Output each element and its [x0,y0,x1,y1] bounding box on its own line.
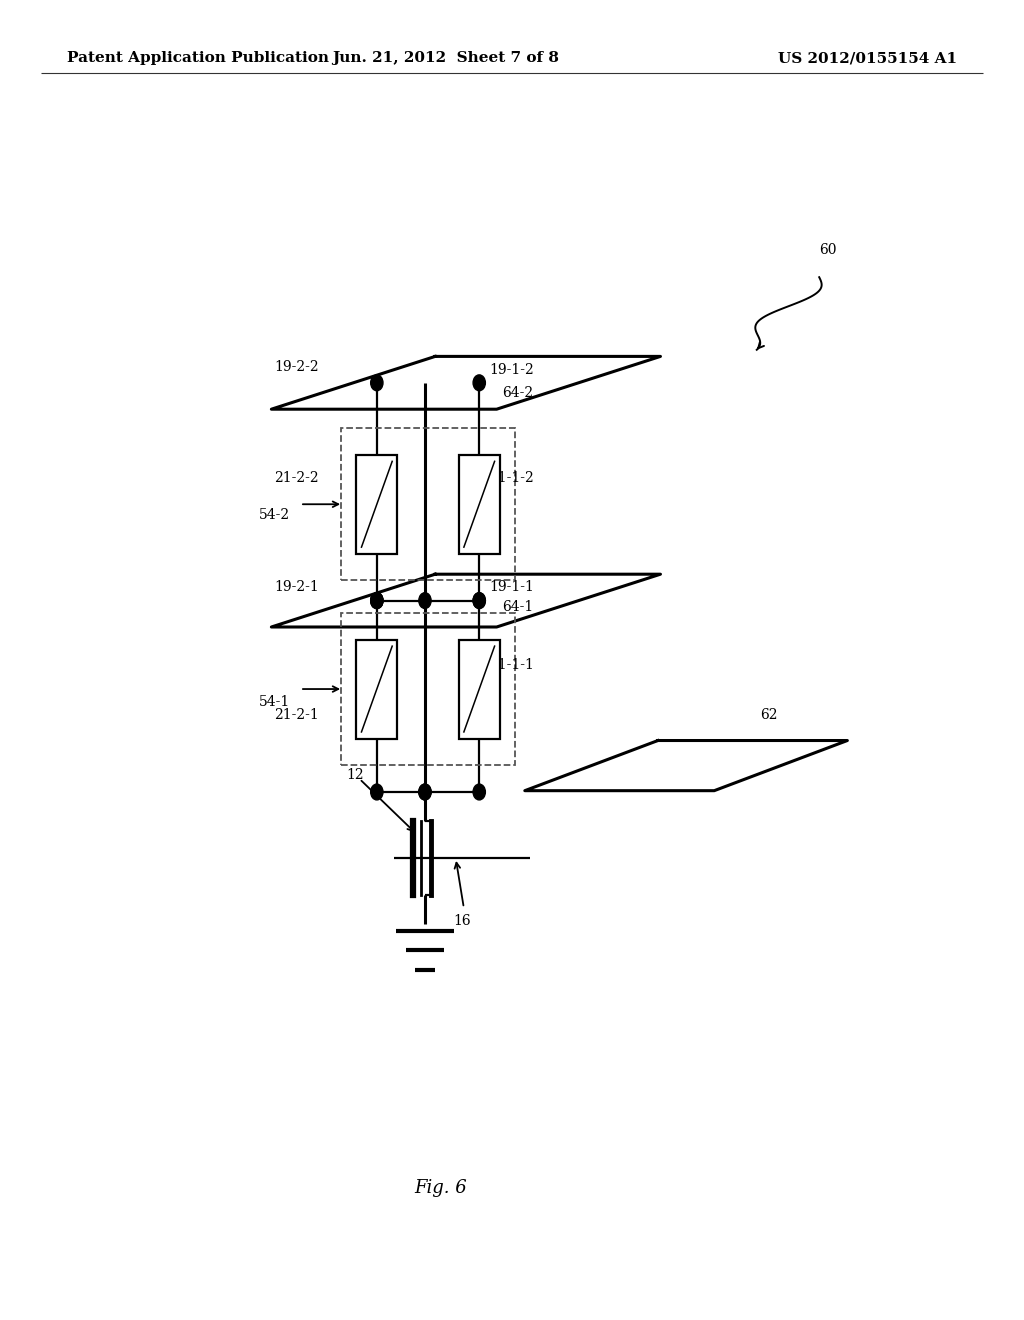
Circle shape [419,784,431,800]
Text: 54-1: 54-1 [259,696,291,709]
Text: 21-1-1: 21-1-1 [489,659,535,672]
Circle shape [371,375,383,391]
Text: 64-1: 64-1 [502,601,534,614]
Text: 60: 60 [819,243,837,257]
Circle shape [473,593,485,609]
Bar [341,428,515,581]
Circle shape [473,784,485,800]
Circle shape [371,593,383,609]
Text: Jun. 21, 2012  Sheet 7 of 8: Jun. 21, 2012 Sheet 7 of 8 [332,51,559,65]
Bar [459,639,500,739]
Text: 21-2-1: 21-2-1 [274,709,319,722]
Circle shape [419,593,431,609]
Text: Fig. 6: Fig. 6 [414,1179,467,1197]
Text: 54-2: 54-2 [259,508,290,521]
Text: 19-2-1: 19-2-1 [274,581,319,594]
Text: 19-1-1: 19-1-1 [489,581,535,594]
Text: 21-2-2: 21-2-2 [274,471,319,484]
Text: 62: 62 [760,709,778,722]
Text: US 2012/0155154 A1: US 2012/0155154 A1 [778,51,957,65]
Polygon shape [524,741,848,791]
Bar [459,454,500,554]
Bar [356,454,397,554]
Circle shape [473,593,485,609]
Text: 21-1-2: 21-1-2 [489,471,535,484]
Text: 12: 12 [346,768,364,781]
Circle shape [419,784,431,800]
Circle shape [473,375,485,391]
Text: 19-2-2: 19-2-2 [274,360,319,374]
Text: Patent Application Publication: Patent Application Publication [67,51,329,65]
Circle shape [371,784,383,800]
Text: 64-2: 64-2 [502,387,532,400]
Bar [356,639,397,739]
Polygon shape [271,574,660,627]
Polygon shape [271,356,660,409]
Text: 16: 16 [454,915,471,928]
Circle shape [371,593,383,609]
Bar [341,612,515,766]
Text: 19-1-2: 19-1-2 [489,363,535,376]
Circle shape [371,593,383,609]
